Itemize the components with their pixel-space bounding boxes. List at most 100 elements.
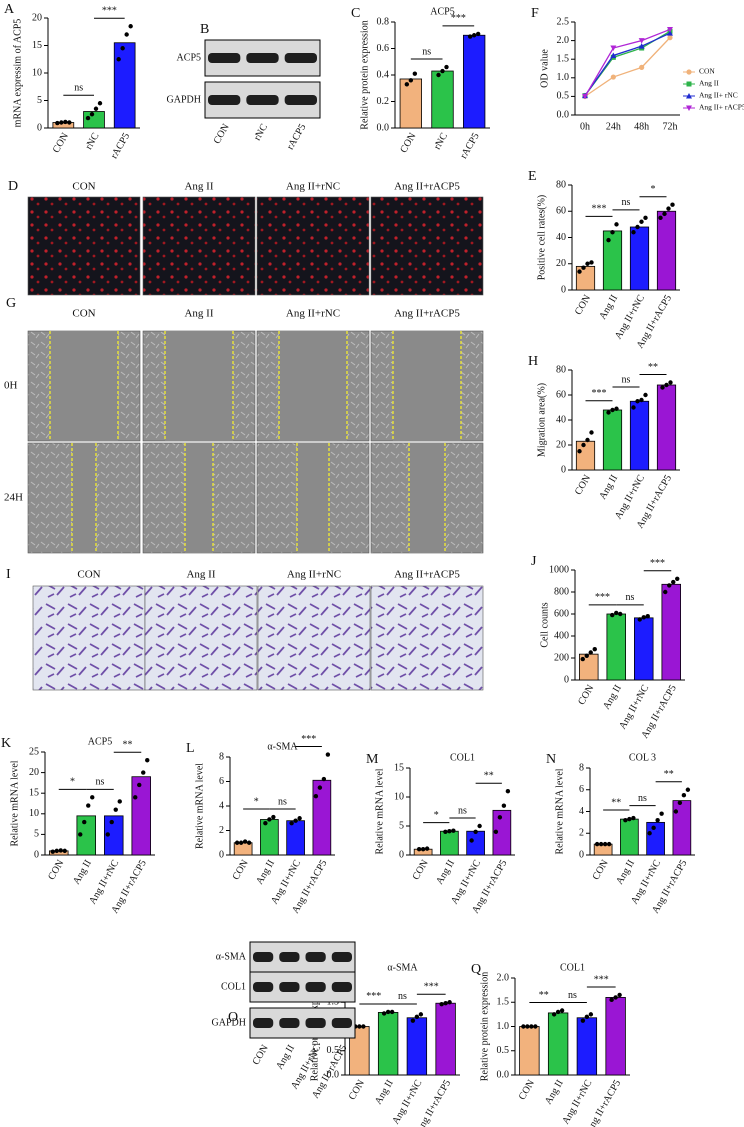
data-point	[658, 215, 663, 221]
data-point	[525, 1024, 530, 1029]
column-label: CON	[72, 308, 95, 320]
chart-title: α-SMA	[387, 962, 418, 973]
y-tick-label: 15	[29, 787, 39, 798]
scratch-gap	[409, 443, 445, 553]
significance-label: ns	[622, 374, 631, 385]
data-point	[675, 576, 680, 581]
panel-letter: D	[8, 179, 18, 194]
data-point	[641, 615, 646, 620]
data-point	[606, 841, 612, 847]
data-point	[655, 818, 660, 823]
data-point	[521, 1024, 526, 1029]
bar	[656, 384, 677, 471]
y-axis-label: Relative mRNA level	[554, 768, 565, 854]
significance-label: ***	[102, 6, 117, 17]
x-tick-label: Ang II	[601, 683, 624, 711]
micrograph	[256, 196, 370, 296]
data-point	[238, 840, 244, 845]
data-point	[643, 392, 648, 398]
bar	[104, 815, 124, 856]
data-point	[109, 819, 114, 825]
data-point	[639, 219, 644, 224]
bar	[435, 1002, 456, 1076]
data-point	[627, 816, 632, 822]
data-point	[614, 222, 619, 227]
panel-letter: J	[531, 554, 537, 569]
significance-label: *	[434, 810, 439, 821]
protein-label: COL1	[221, 981, 246, 992]
protein-label: α-SMA	[216, 951, 247, 962]
data-point	[361, 1024, 366, 1029]
y-axis-label: Relative protein expression	[359, 20, 370, 129]
data-point	[685, 787, 691, 792]
significance-label: **	[648, 362, 658, 373]
chart-title: ACP5	[430, 6, 454, 17]
y-tick-label: 0.0	[497, 1069, 510, 1080]
micrograph	[370, 196, 484, 296]
data-point	[588, 650, 593, 655]
data-point	[631, 230, 636, 235]
y-tick-label: 0.5	[327, 1045, 340, 1056]
x-tick-label: Ang II	[373, 1078, 396, 1106]
y-tick-label: 15	[394, 762, 404, 773]
data-point	[443, 829, 448, 834]
blot-band	[331, 1018, 352, 1028]
data-point	[141, 770, 146, 775]
data-point	[606, 410, 611, 415]
data-point	[385, 1009, 391, 1015]
y-tick-label: 20	[556, 258, 566, 269]
blot-band	[305, 982, 326, 992]
data-point	[58, 848, 63, 853]
data-point	[659, 811, 664, 816]
bar	[260, 819, 279, 856]
blot-band	[331, 982, 352, 992]
y-tick-label: 40	[556, 232, 566, 243]
data-point	[86, 803, 91, 808]
data-point	[325, 752, 331, 757]
y-tick-label: 0.0	[557, 109, 570, 120]
data-point	[124, 32, 129, 37]
significance-label: ns	[568, 990, 577, 1001]
y-tick-label: 40	[556, 414, 566, 425]
lane-label: CON	[251, 1043, 271, 1067]
data-point	[580, 656, 585, 662]
x-tick-label: Ang II	[597, 293, 620, 321]
y-tick-label: 15	[32, 40, 42, 51]
data-point	[410, 1018, 416, 1023]
data-point	[610, 407, 615, 413]
bar	[629, 226, 650, 291]
data-point	[671, 579, 676, 585]
data-point	[585, 437, 590, 443]
x-tick-label: Ang II	[254, 858, 277, 886]
column-label: Ang II	[186, 569, 215, 581]
data-point	[670, 202, 675, 207]
data-point	[651, 825, 656, 831]
data-point	[416, 847, 422, 852]
y-tick-label: 5	[399, 820, 404, 831]
data-point	[668, 380, 673, 385]
significance-label: ns	[422, 46, 431, 57]
y-tick-label: 1.5	[497, 997, 510, 1008]
data-point	[443, 1001, 448, 1006]
data-point	[246, 840, 252, 845]
data-point	[467, 34, 473, 39]
scratch-gap	[393, 331, 461, 441]
y-tick-label: 2	[579, 828, 584, 839]
blot-band	[305, 952, 326, 962]
bar	[131, 776, 151, 856]
bar	[83, 111, 105, 129]
data-point	[505, 789, 511, 794]
data-point	[606, 237, 611, 243]
panel-letter: F	[531, 6, 539, 21]
y-tick-label: 0	[34, 849, 39, 860]
data-point	[404, 82, 410, 87]
x-tick-label: 72h	[663, 121, 678, 132]
y-tick-label: 6	[579, 784, 584, 795]
y-axis-label: Migration area(%)	[536, 383, 547, 457]
y-tick-label: 8	[219, 751, 224, 762]
y-tick-label: 2.5	[557, 16, 570, 27]
y-tick-label: 4	[219, 800, 224, 811]
x-tick-label: 24h	[606, 121, 621, 132]
x-tick-label: rACP5	[458, 131, 481, 161]
blot-band	[279, 952, 300, 962]
